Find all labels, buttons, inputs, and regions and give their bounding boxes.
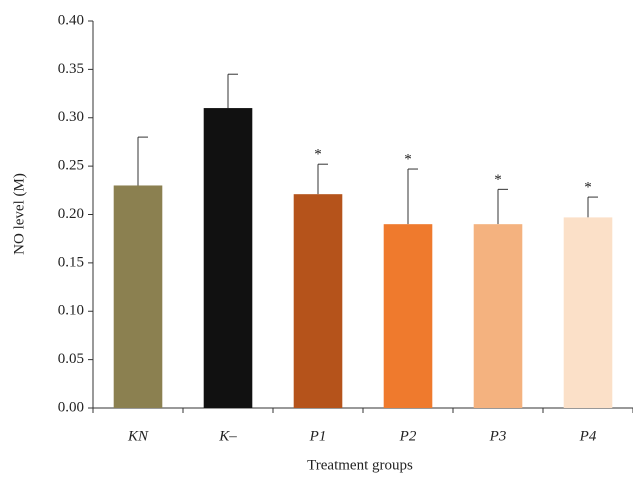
x-tick-label: P3 (489, 428, 507, 444)
x-axis-label: Treatment groups (307, 457, 413, 473)
bar (113, 185, 163, 408)
bar (473, 224, 523, 408)
significance-mark: * (584, 180, 592, 196)
y-tick-label: 0.15 (58, 254, 84, 270)
y-tick-label: 0.30 (58, 109, 84, 125)
bar (383, 224, 433, 408)
y-tick-label: 0.35 (58, 61, 84, 77)
y-tick-label: 0.05 (58, 351, 84, 367)
y-tick-label: 0.10 (58, 303, 84, 319)
y-tick-label: 0.40 (58, 12, 84, 28)
x-tick-label: P1 (309, 428, 327, 444)
y-tick-label: 0.20 (58, 206, 84, 222)
bar (203, 108, 253, 408)
y-tick-label: 0.00 (58, 399, 84, 415)
x-tick-label: K– (218, 428, 237, 444)
significance-mark: * (494, 172, 502, 188)
y-tick-label: 0.25 (58, 158, 84, 174)
x-tick-label: P4 (579, 428, 597, 444)
significance-mark: * (404, 151, 412, 167)
significance-mark: * (314, 147, 322, 163)
bar (563, 217, 613, 408)
y-axis-label: NO level (M) (11, 173, 27, 255)
x-tick-label: KN (127, 428, 149, 444)
x-tick-label: P2 (399, 428, 417, 444)
bar (293, 194, 343, 408)
